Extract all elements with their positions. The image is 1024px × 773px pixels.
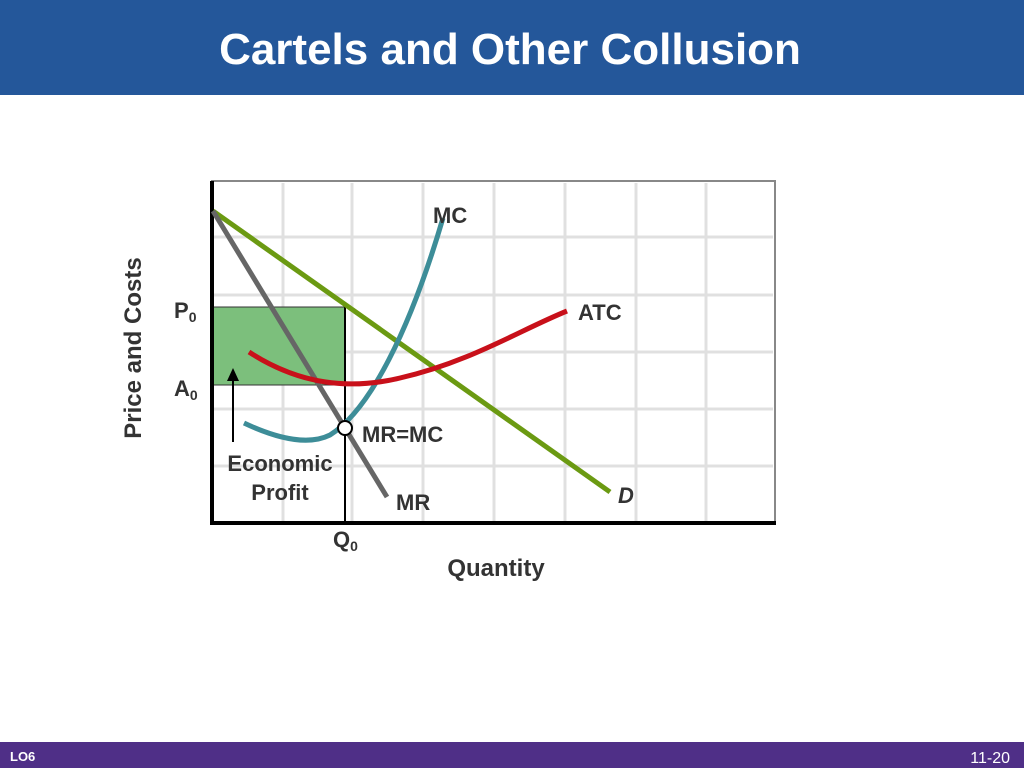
atc-label: ATC	[578, 300, 622, 325]
q0-label: Q0	[333, 527, 358, 554]
mr-label: MR	[396, 490, 430, 515]
mc-label: MC	[433, 203, 467, 228]
mr-curve	[210, 209, 390, 499]
equilibrium-label: MR=MC	[362, 422, 443, 447]
label-main: Q	[333, 527, 350, 552]
x-axis-label: Quantity	[447, 555, 545, 582]
demand-curve	[211, 208, 612, 495]
profit-label: Profit	[251, 480, 309, 505]
label-sub: 0	[190, 387, 198, 403]
label-main: A	[174, 376, 190, 401]
arrow-head	[227, 368, 239, 381]
a0-label: A0	[174, 376, 198, 403]
atc-curve	[247, 308, 568, 387]
objective: LO6	[10, 749, 35, 764]
equilibrium-point	[337, 420, 353, 436]
demand-label: D	[618, 483, 634, 508]
label-sub: 0	[350, 538, 358, 554]
p0-label: P0	[174, 298, 197, 325]
label-sub: 0	[189, 309, 197, 325]
page-number: 11-20	[970, 750, 1010, 767]
y-axis-label: Price and Costs	[120, 257, 147, 438]
footer-bar	[0, 742, 1024, 768]
profit-label: Economic	[227, 451, 332, 476]
title: Cartels and Other Collusion	[219, 25, 801, 74]
header-bar	[0, 0, 1024, 95]
label-main: P	[174, 298, 189, 323]
